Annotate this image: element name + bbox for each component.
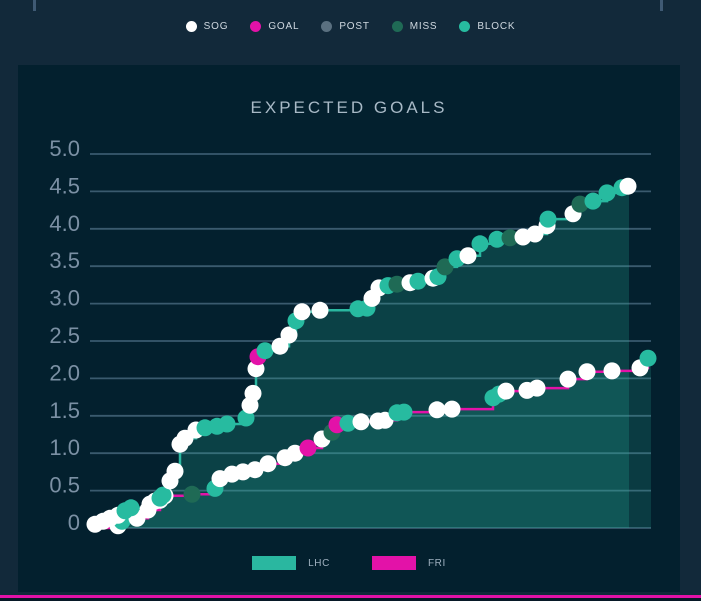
lhc-event-dot-block[interactable] <box>256 342 274 360</box>
top-tick-left <box>33 0 36 11</box>
legend-label-post: POST <box>339 20 370 32</box>
lhc-event-dot-miss[interactable] <box>571 195 589 213</box>
fri-event-dot-goal[interactable] <box>299 439 317 457</box>
fri-event-dot-block[interactable] <box>339 414 357 432</box>
lhc-event-dot-miss[interactable] <box>501 229 519 247</box>
event-type-legend: SOG GOAL POST MISS BLOCK <box>0 21 701 32</box>
legend-label-goal: GOAL <box>268 20 300 32</box>
legend-label-miss: MISS <box>409 20 438 32</box>
fri-event-dot-sog[interactable] <box>497 382 515 400</box>
lhc-event-dot-sog[interactable] <box>293 303 311 321</box>
legend-item-goal[interactable]: GOAL <box>250 21 299 32</box>
fri-event-dot-sog[interactable] <box>578 363 596 381</box>
fri-event-dot-sog[interactable] <box>286 444 304 462</box>
fri-event-dot-sog[interactable] <box>246 461 264 479</box>
legend-label-fri: FRI <box>427 557 446 569</box>
lhc-event-dot-sog[interactable] <box>311 301 329 319</box>
fri-event-dot-sog[interactable] <box>443 400 461 418</box>
fri-event-dot-sog[interactable] <box>352 413 370 431</box>
legend-item-post[interactable]: POST <box>321 21 369 32</box>
lhc-event-dot-block[interactable] <box>122 499 140 517</box>
lhc-event-dot-block[interactable] <box>409 272 427 290</box>
fri-event-dot-sog[interactable] <box>428 401 446 419</box>
lhc-event-dot-sog[interactable] <box>280 326 298 344</box>
lhc-event-dot-sog[interactable] <box>459 247 477 265</box>
lhc-event-dot-block[interactable] <box>584 192 602 210</box>
lhc-event-dot-block[interactable] <box>218 415 236 433</box>
lhc-event-dot-block[interactable] <box>598 184 616 202</box>
fri-color-swatch <box>371 556 416 570</box>
lhc-event-dot-sog[interactable] <box>166 462 184 480</box>
lhc-event-dot-sog[interactable] <box>526 225 544 243</box>
fri-event-dot-sog[interactable] <box>528 379 546 397</box>
legend-item-sog[interactable]: SOG <box>185 20 229 32</box>
lhc-event-dot-block[interactable] <box>154 486 172 504</box>
lhc-event-dot-block[interactable] <box>539 210 557 228</box>
chart-title: EXPECTED GOALS <box>250 98 448 117</box>
fri-event-dot-sog[interactable] <box>559 370 577 388</box>
legend-item-miss[interactable]: MISS <box>391 20 438 32</box>
team-legend: LHC FRI <box>18 556 680 570</box>
lhc-event-dot-miss[interactable] <box>388 275 406 293</box>
fri-event-dot-miss[interactable] <box>183 485 201 503</box>
lhc-event-dot-block[interactable] <box>488 230 506 248</box>
fri-event-dot-sog[interactable] <box>603 362 621 380</box>
lhc-event-dot-sog[interactable] <box>244 384 262 402</box>
bottom-edge <box>0 598 701 601</box>
goal-color-icon <box>250 21 262 32</box>
fri-event-dot-block[interactable] <box>639 349 657 367</box>
miss-color-icon <box>391 21 403 32</box>
legend-item-block[interactable]: BLOCK <box>459 21 515 32</box>
legend-label-sog: SOG <box>203 20 229 32</box>
bottom-accent-bar <box>0 595 701 598</box>
post-color-icon <box>321 21 333 32</box>
legend-label-block: BLOCK <box>477 20 516 32</box>
lhc-color-swatch <box>252 556 297 570</box>
lhc-event-dot-block[interactable] <box>471 235 489 253</box>
lhc-event-dot-miss[interactable] <box>436 258 454 276</box>
fri-event-dot-sog[interactable] <box>259 455 277 473</box>
lhc-event-dot-sog[interactable] <box>619 177 637 195</box>
legend-item-fri[interactable]: FRI <box>371 556 446 570</box>
fri-event-dot-block[interactable] <box>395 403 413 421</box>
legend-item-lhc[interactable]: LHC <box>252 556 330 570</box>
block-color-icon <box>459 21 471 32</box>
sog-color-icon <box>185 21 197 32</box>
top-tick-right <box>660 0 663 11</box>
legend-label-lhc: LHC <box>308 557 330 569</box>
